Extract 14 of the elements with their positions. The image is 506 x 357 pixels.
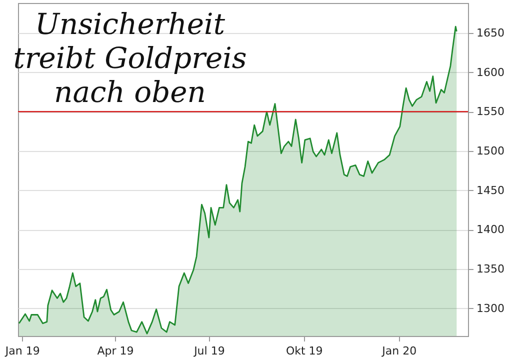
x-tick-label: Apr 19	[97, 344, 134, 357]
y-tick-label: 1500	[476, 144, 504, 158]
y-tick-label: 1350	[476, 262, 504, 276]
y-tick-label: 1300	[476, 302, 504, 315]
x-tick-label: Jan 19	[4, 344, 40, 357]
text: Unsicherheit treibt Goldpreis nach oben	[13, 7, 247, 109]
y-tick-label: 1450	[476, 184, 504, 197]
x-tick-label: Okt 19	[286, 344, 323, 357]
y-tick-label: 1550	[476, 105, 504, 118]
y-tick-label: 1650	[476, 26, 504, 40]
x-tick-label: Jan 20	[381, 344, 417, 357]
y-tick-label: 1400	[476, 223, 504, 236]
x-tick-label: Jul 19	[193, 344, 225, 357]
y-tick-label: 1600	[476, 66, 504, 79]
